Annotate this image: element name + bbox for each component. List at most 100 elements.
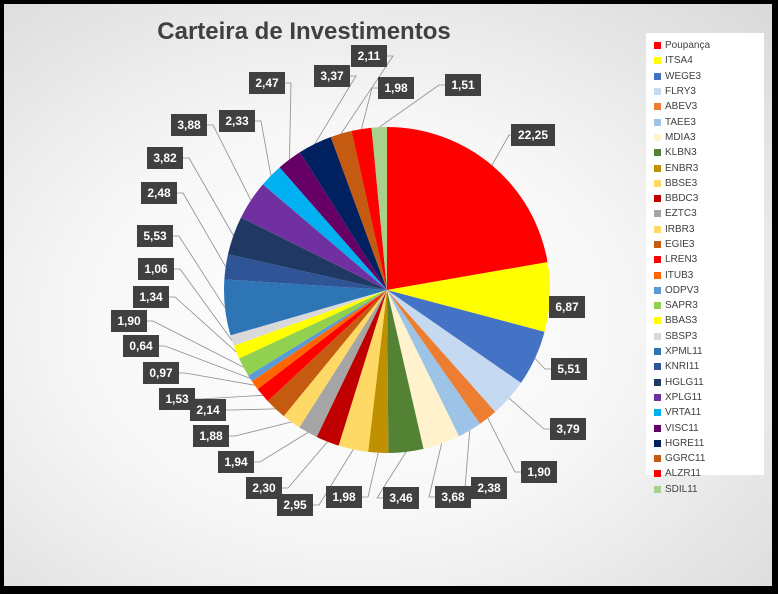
legend-label: ALZR11 [665,468,701,480]
data-label: 2,47 [249,72,285,94]
data-label-text: 1,51 [451,78,475,92]
pie-slice-hglg11 [227,217,387,290]
pie-slice-xplg11 [241,184,387,290]
legend-swatch [654,179,661,187]
legend-item: WEGE3 [654,69,764,84]
data-label-box [550,418,586,440]
legend-item: ITSA4 [654,53,764,68]
data-label-box [193,425,229,447]
data-label-text: 1,98 [384,81,408,95]
data-label: 1,88 [193,425,229,447]
pie-slice-ggrc11 [330,130,387,290]
legend-swatch [654,271,661,279]
legend-item: SDIL11 [654,482,764,497]
legend-item: SBSP3 [654,329,764,344]
data-label-text: 2,30 [252,481,276,495]
data-label-text: 22,25 [518,128,548,142]
data-label: 1,94 [218,451,254,473]
pie-slice-sdil11 [371,126,387,290]
pie-slice-enbr3 [368,290,389,453]
legend-swatch [654,348,661,356]
pie-slice-vrta11 [262,167,387,290]
legend-swatch [654,256,661,264]
data-label-text: 3,68 [441,490,465,504]
legend-swatch [654,378,661,386]
chart-legend: Poupança ITSA4 WEGE3 FLRY3 ABEV3 TAEE3 MDIA3 KL… [646,33,764,495]
legend-item: GGRC11 [654,451,764,466]
pie-slice-irbr3 [283,290,387,428]
legend-swatch [654,210,661,218]
data-label-text: 2,47 [255,76,279,90]
pie-slice-eztc3 [299,290,387,438]
pie-slice-xpml11 [224,279,387,336]
legend-swatch [654,363,661,371]
data-label: 6,87 [549,296,585,318]
legend-swatch [654,286,661,294]
data-label: 3,88 [171,114,207,136]
data-label-text: 2,48 [147,186,171,200]
data-label-text: 1,34 [139,290,163,304]
data-label-text: 1,98 [332,490,356,504]
legend-label: ODPV3 [665,284,699,296]
data-label-box [123,335,159,357]
legend-label: EZTC3 [665,208,697,220]
data-label-text: 6,87 [555,300,579,314]
data-label-text: 2,95 [283,498,307,512]
legend-swatch [654,241,661,248]
legend-label: KLBN3 [665,147,697,159]
data-label: 2,38 [471,477,507,499]
pie-slice-flry3 [387,290,521,412]
pie-slice-lren3 [257,290,387,402]
legend-swatch [654,133,661,141]
legend-swatch [654,302,661,310]
legend-item: EZTC3 [654,206,764,221]
legend-swatch [654,103,661,111]
data-label: 1,98 [326,486,362,508]
legend-swatch [654,164,661,172]
data-label-text: 2,38 [477,481,501,495]
pie-slice-taee3 [387,290,480,437]
pie-slice-wege3 [387,290,545,383]
legend-item: KLBN3 [654,145,764,160]
data-label-text: 1,88 [199,429,223,443]
data-label-box [143,362,179,384]
data-label-text: 1,90 [527,465,551,479]
legend-swatch [654,57,661,65]
legend-label: TAEE3 [665,116,696,128]
chart-area: Carteira de Investimentos 22,25 6,87 5,51 3… [4,4,772,586]
legend-swatch [654,317,661,325]
data-label-text: 5,51 [557,362,581,376]
pie-slice-poupança [387,127,548,290]
data-label-box [471,477,507,499]
data-label: 3,82 [147,147,183,169]
data-label-box [246,477,282,499]
legend-item: XPML11 [654,344,764,359]
data-label-box [314,65,350,87]
pie-slice-hgre11 [299,137,387,290]
data-label-text: 1,90 [117,314,141,328]
data-label-text: 0,97 [149,366,173,380]
data-label: 2,33 [219,110,255,132]
data-label-text: 5,53 [143,229,167,243]
legend-item: BBAS3 [654,313,764,328]
legend-item: ODPV3 [654,283,764,298]
pie-slice-itsa4 [387,262,550,332]
pie-slice-bbdc3 [316,290,387,446]
legend-swatch [654,439,661,447]
legend-swatch [654,485,661,493]
legend-label: Poupança [665,40,711,52]
pie-slice-klbn3 [387,290,424,453]
data-label: 2,48 [141,182,177,204]
legend-label: ENBR3 [665,162,699,174]
legend-item: VISC11 [654,420,764,435]
data-label-box [351,45,387,67]
pie-slice-itub3 [251,290,387,390]
data-label-box [549,296,585,318]
data-label-text: 2,33 [225,114,249,128]
legend-swatch [654,88,661,96]
legend-label: ITSA4 [665,55,693,67]
legend-item: MDIA3 [654,130,764,145]
legend-item: KNRI11 [654,359,764,374]
legend-item: EGIE3 [654,237,764,252]
legend-label: VRTA11 [665,407,702,419]
